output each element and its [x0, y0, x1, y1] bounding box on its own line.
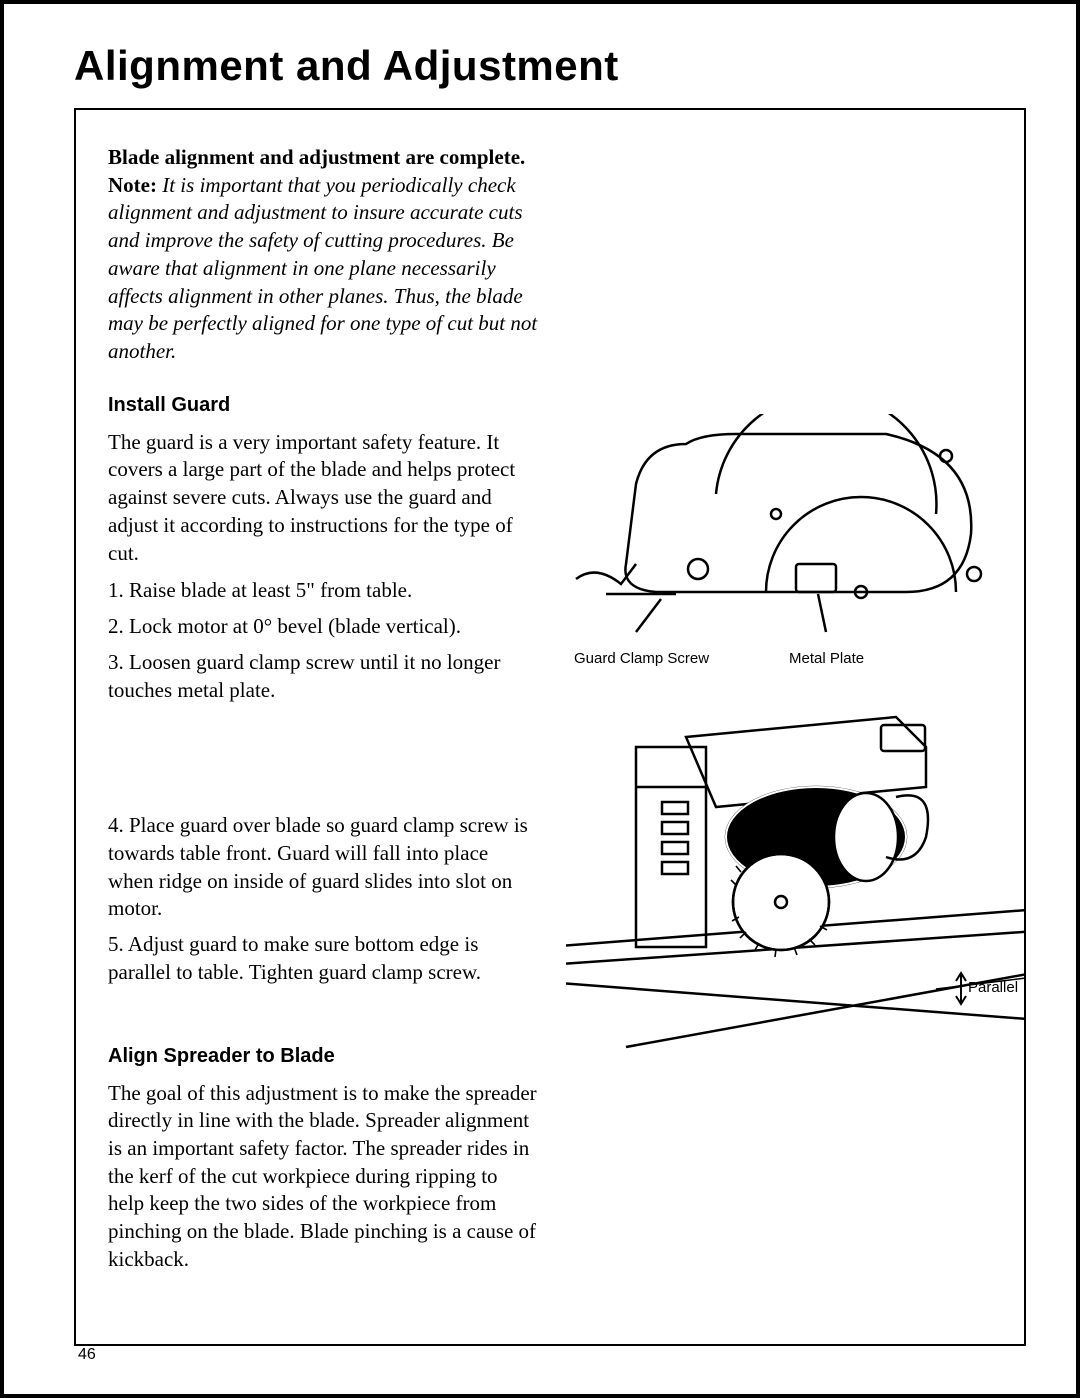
install-guard-body: The guard is a very important safety fea… [108, 429, 538, 568]
figure-saw-table: Parallel [566, 707, 1026, 1087]
label-guard-clamp-screw: Guard Clamp Screw [574, 650, 709, 667]
content-frame: Blade alignment and adjustment are compl… [74, 108, 1026, 1346]
step-5: 5. Adjust guard to make sure bottom edge… [108, 931, 538, 986]
spacer [108, 995, 538, 1035]
saw-table-diagram-icon [566, 707, 1026, 1087]
spacer [566, 144, 1026, 414]
install-steps-b: 4. Place guard over blade so guard clamp… [108, 812, 538, 986]
step-2: 2. Lock motor at 0° bevel (blade vertica… [108, 613, 538, 641]
step-3: 3. Loosen guard clamp screw until it no … [108, 649, 538, 704]
spacer [566, 667, 1026, 707]
left-column: Blade alignment and adjustment are compl… [108, 144, 538, 1284]
page: Alignment and Adjustment Blade alignment… [4, 4, 1076, 1376]
label-parallel: Parallel [968, 979, 1018, 996]
right-column: Guard Clamp Screw Metal Plate [566, 144, 1026, 1284]
figure-guard: Guard Clamp Screw Metal Plate [566, 414, 1026, 667]
intro-note-label: Note: [108, 173, 157, 197]
guard-diagram-icon [566, 414, 1006, 644]
step-1: 1. Raise blade at least 5" from table. [108, 577, 538, 605]
intro-lead: Blade alignment and adjustment are compl… [108, 145, 525, 169]
step-4: 4. Place guard over blade so guard clamp… [108, 812, 538, 923]
page-title: Alignment and Adjustment [74, 42, 1026, 90]
align-spreader-body: The goal of this adjustment is to make t… [108, 1080, 538, 1274]
columns: Blade alignment and adjustment are compl… [108, 144, 996, 1284]
install-guard-heading: Install Guard [108, 394, 538, 417]
spacer [108, 712, 538, 812]
figure-guard-labels: Guard Clamp Screw Metal Plate [566, 650, 1026, 667]
label-metal-plate: Metal Plate [789, 650, 864, 667]
page-number: 46 [78, 1346, 96, 1364]
align-spreader-heading: Align Spreader to Blade [108, 1045, 538, 1068]
intro-paragraph: Blade alignment and adjustment are compl… [108, 144, 538, 366]
install-steps-a: 1. Raise blade at least 5" from table. 2… [108, 577, 538, 704]
intro-note-body: It is important that you periodically ch… [108, 173, 537, 363]
